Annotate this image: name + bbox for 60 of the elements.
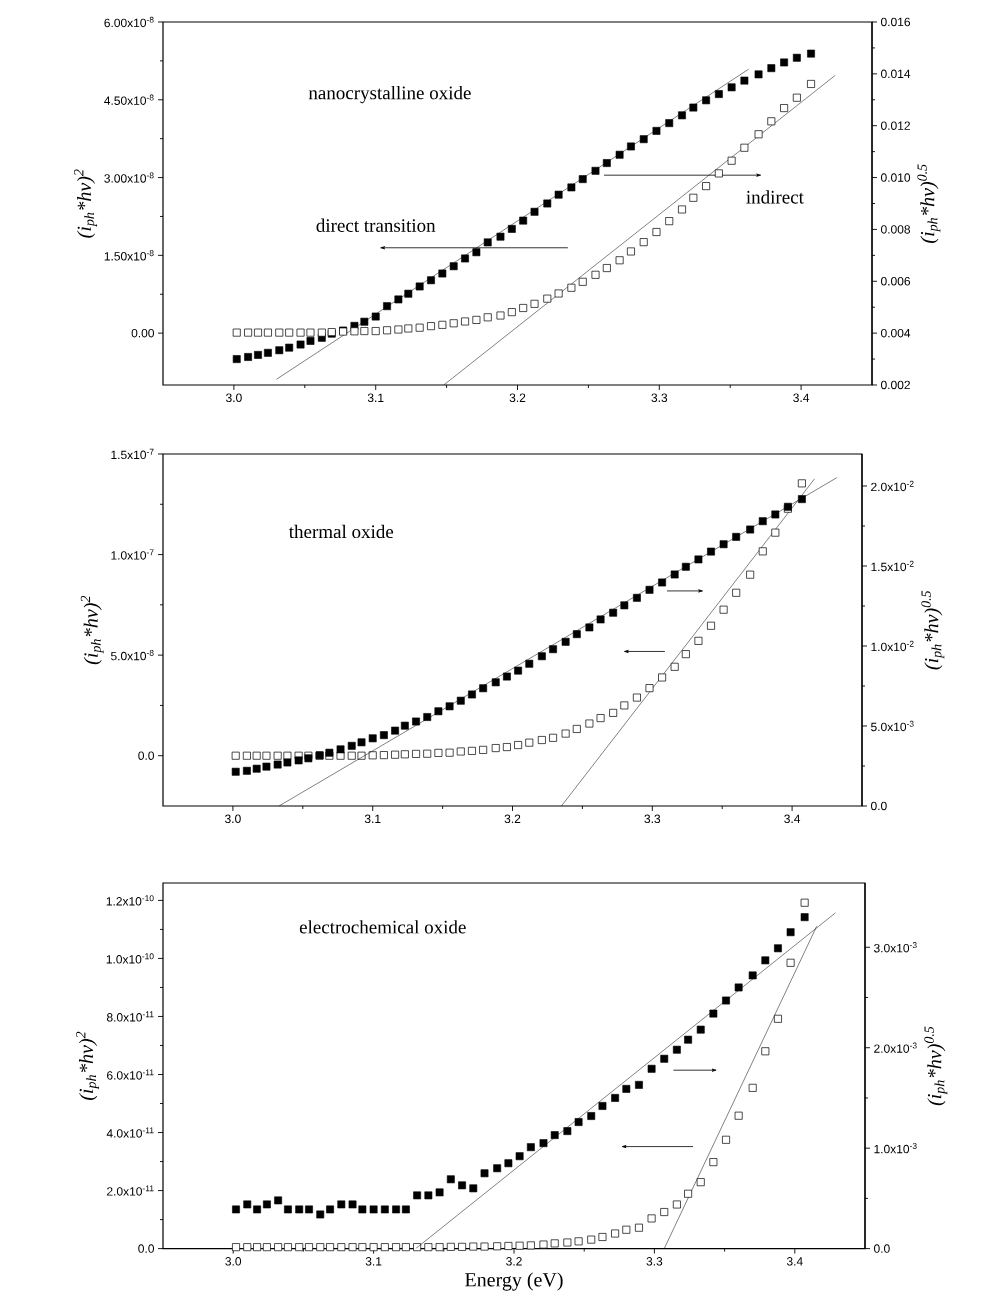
x-tick-label: 3.3	[651, 393, 668, 403]
y2-tick-label: 0.0	[870, 801, 887, 811]
y-tick-label: 2.0x10$^{-11}$	[107, 1185, 154, 1196]
y-tick-label: 1.2x10$^{-10}$	[106, 895, 154, 906]
y-tick-label: 1.5x10$^{-7}$	[111, 448, 154, 460]
x-tick-label: 3.1	[365, 1257, 382, 1266]
y2-tick-label: 0.012	[881, 121, 910, 130]
x-tick-label: 3.2	[509, 393, 526, 403]
y2-tick-label: 0.004	[881, 328, 911, 338]
y2-axis-title: (i$_{ph}$*hν)$^{0.5}$	[921, 590, 945, 670]
y-axis-title: (i$_{ph}$*hν)$^{2}$	[80, 595, 104, 665]
y-tick-label: 0.0	[138, 1244, 155, 1253]
y2-tick-label: 2.0x10$^{-3}$	[874, 1042, 917, 1053]
x-axis-title: Energy (eV)	[465, 1272, 563, 1291]
y2-tick-label: 0.002	[881, 380, 910, 390]
x-tick-label: 3.0	[226, 393, 242, 403]
y-tick-label: 1.0x10$^{-10}$	[106, 953, 154, 964]
y-tick-label: 1.0x10$^{-7}$	[111, 549, 154, 560]
y2-tick-label: 0.010	[881, 173, 911, 182]
y2-axis-title: (i$_{ph}$*hν)$^{0.5}$	[917, 164, 941, 243]
y2-tick-label: 0.006	[881, 277, 911, 286]
y2-tick-label: 1.5x10$^{-2}$	[871, 560, 914, 572]
y2-tick-label: 0.0	[874, 1244, 890, 1253]
x-tick-label: 3.2	[506, 1257, 522, 1266]
annotation: indirect	[746, 190, 804, 204]
annotation: nanocrystalline oxide	[308, 85, 471, 104]
x-tick-label: 3.4	[784, 814, 801, 824]
y-tick-label: 5.0x10$^{-8}$	[110, 649, 154, 661]
y-tick-label: 1.50x10$^{-8}$	[104, 250, 154, 261]
y-tick-label: 0.00	[131, 328, 155, 338]
x-tick-label: 3.4	[793, 393, 810, 403]
y2-tick-label: 5.0x10$^{-3}$	[871, 720, 914, 732]
y2-tick-label: 1.0x10$^{-2}$	[871, 640, 914, 652]
y-tick-label: 0.0	[138, 751, 155, 760]
annotation: electrochemical oxide	[299, 920, 466, 934]
y-axis-title: (i$_{ph}$*hν)$^{2}$	[74, 169, 97, 238]
annotation: thermal oxide	[288, 524, 394, 539]
y2-tick-label: 1.0x10$^{-3}$	[874, 1142, 917, 1154]
y2-tick-label: 3.0x10$^{-3}$	[873, 942, 917, 953]
x-tick-label: 3.3	[646, 1257, 663, 1266]
x-tick-label: 3.2	[504, 814, 521, 824]
y2-tick-label: 0.014	[881, 69, 911, 79]
x-tick-label: 3.1	[367, 393, 384, 403]
y-tick-label: 6.00x10$^{-8}$	[104, 16, 154, 28]
y-tick-label: 4.50x10$^{-8}$	[104, 94, 154, 105]
x-tick-label: 3.3	[644, 814, 661, 824]
x-tick-label: 3.1	[364, 814, 381, 824]
y2-tick-label: 0.008	[881, 225, 911, 234]
y-tick-label: 4.0x10$^{-11}$	[106, 1127, 154, 1138]
x-tick-label: 3.0	[225, 1257, 242, 1266]
x-tick-label: 3.4	[786, 1257, 803, 1266]
y-tick-label: 3.00x10$^{-8}$	[104, 172, 154, 183]
y-tick-label: 6.0x10$^{-11}$	[107, 1069, 154, 1080]
y2-axis-title: (i$_{ph}$*hν)$^{0.5}$	[924, 1026, 948, 1106]
y-axis-title: (i$_{ph}$*hν)$^{2}$	[76, 1031, 99, 1100]
y2-tick-label: 0.016	[881, 17, 911, 27]
x-tick-label: 3.0	[225, 814, 241, 824]
y2-tick-label: 2.0x10$^{-2}$	[871, 480, 914, 492]
annotation: direct transition	[316, 218, 436, 232]
y-tick-label: 8.0x10$^{-11}$	[106, 1011, 154, 1022]
